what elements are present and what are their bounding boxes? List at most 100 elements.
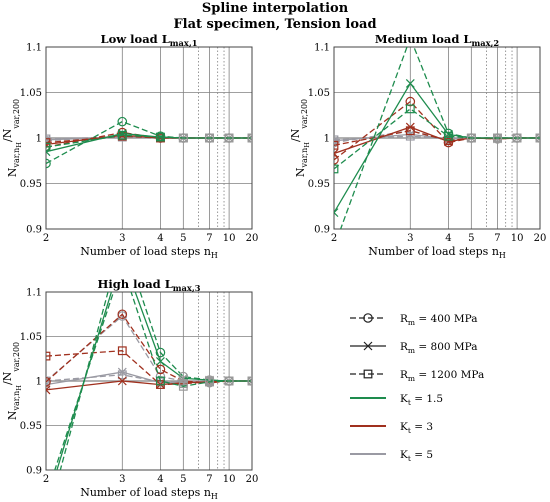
x-tick-label: 7 <box>206 233 212 244</box>
y-axis-label-part: var,n <box>12 391 21 412</box>
data-point-cross <box>117 376 127 386</box>
data-point-cross <box>178 373 188 383</box>
legend-label-rest: = 1.5 <box>411 393 443 405</box>
panel-title: Medium load Lmax,2 <box>375 32 500 49</box>
data-point-square <box>205 133 214 143</box>
panel-high-load: 2 3 4 5 7 10 20 0.9 0.95 1 1.05 1.1 High load Lmax,3… <box>1 277 258 501</box>
data-point-square <box>117 130 127 140</box>
data-point-circle <box>46 158 51 169</box>
x-tick-label: 2 <box>43 474 49 485</box>
data-point-square <box>178 381 188 391</box>
series-line-Kt-3-rm400 <box>46 313 252 384</box>
legend-label-sub: t <box>408 426 411 435</box>
data-point-square <box>444 131 453 141</box>
y-tick-label: 1.05 <box>308 88 330 99</box>
data-point-square <box>156 376 165 386</box>
legend-label-rest: = 800 MPa <box>415 341 477 353</box>
legend-label-sub: m <box>408 374 415 383</box>
series-group <box>46 292 252 470</box>
x-tick-label: 3 <box>407 233 413 244</box>
y-axis-label-part: /N <box>1 371 14 385</box>
legend-label-kt: Kt = 1.5 <box>400 393 443 407</box>
data-point-cross <box>535 133 540 143</box>
x-axis-label: Number of load steps nH <box>80 245 218 260</box>
panel-title-main: Medium load L <box>375 32 472 46</box>
x-tick-label: 2 <box>331 233 337 244</box>
y-tick-label: 0.9 <box>26 225 42 236</box>
x-tick-label: 10 <box>511 233 524 244</box>
data-point-square <box>46 138 51 147</box>
data-point-cross <box>405 78 415 88</box>
y-axis-label: Nvar,nH/Nvar,200 <box>1 342 23 420</box>
data-point-square <box>178 133 188 143</box>
legend-label-sub: m <box>408 318 415 327</box>
data-point-cross <box>46 385 51 395</box>
y-axis-label: Nvar,nH/Nvar,200 <box>289 99 311 177</box>
legend-label-rest: = 400 MPa <box>415 313 477 325</box>
data-point-cross <box>247 133 252 143</box>
y-axis-label-part: var,200 <box>12 99 21 130</box>
data-point-square <box>247 376 252 386</box>
y-axis-label: Nvar,nH/Nvar,200 <box>1 99 23 177</box>
data-point-cross <box>46 147 51 157</box>
data-point-square <box>334 140 339 150</box>
data-point-square <box>117 370 127 380</box>
y-tick-label: 1.1 <box>314 43 330 54</box>
data-point-square <box>224 133 234 143</box>
x-axis-label-main: Number of load steps n <box>368 245 499 258</box>
y-axis-label-part: /N <box>289 128 302 142</box>
legend-label-main: R <box>400 313 409 325</box>
y-tick-label: 0.95 <box>20 421 42 432</box>
data-point-cross <box>334 208 339 218</box>
x-tick-label: 5 <box>180 474 186 485</box>
data-point-circle <box>46 377 51 387</box>
data-point-square <box>444 136 453 146</box>
y-tick-label: 0.9 <box>314 225 330 236</box>
y-axis-label-part: N <box>6 167 19 177</box>
y-tick-label: 0.9 <box>26 466 42 477</box>
series-line-Kt-3-rm400 <box>334 100 540 161</box>
x-tick-label: 3 <box>119 233 125 244</box>
legend-marker-square <box>363 369 373 379</box>
data-point-square <box>205 377 214 387</box>
x-axis-label-main: Number of load steps n <box>80 245 211 258</box>
legend-label-sub: t <box>408 454 411 463</box>
y-tick-label: 0.95 <box>20 179 42 190</box>
x-axis-label: Number of load steps nH <box>80 486 218 501</box>
legend-label-kt: Kt = 5 <box>400 449 433 463</box>
legend-label-cross: Rm = 800 MPa <box>400 341 478 355</box>
legend-label-main: K <box>400 421 408 433</box>
panel-title: High load Lmax,3 <box>98 277 201 294</box>
x-tick-label: 10 <box>223 474 236 485</box>
data-point-circle <box>155 347 166 358</box>
figure-title-line2: Flat specimen, Tension load <box>173 17 376 32</box>
y-tick-label: 1 <box>324 134 330 145</box>
legend-label-main: R <box>400 369 409 381</box>
panel-medium-load: 2 3 4 5 7 10 20 0.9 0.95 1 1.05 1.1 Medium load Lmax… <box>289 32 546 260</box>
series-line-Kt-1_5-rm1200 <box>334 108 540 170</box>
x-axis-label-main: Number of load steps n <box>80 486 211 499</box>
x-axis-label: Number of load steps nH <box>368 245 506 260</box>
data-point-circle <box>334 155 339 165</box>
panel-title-main: Low load L <box>101 32 170 46</box>
data-point-square <box>156 132 165 142</box>
y-tick-label: 1 <box>36 377 42 388</box>
data-point-square <box>405 104 415 114</box>
y-tick-label: 1.1 <box>26 43 42 54</box>
data-point-square <box>405 131 415 141</box>
y-tick-label: 1 <box>36 134 42 145</box>
y-tick-label: 1.05 <box>20 88 42 99</box>
legend-label-rest: = 5 <box>411 449 433 461</box>
x-axis-label-sub: H <box>211 251 218 260</box>
data-point-circle <box>117 309 128 320</box>
x-tick-label: 5 <box>180 233 186 244</box>
y-tick-label: 0.95 <box>308 179 330 190</box>
data-point-square <box>334 164 339 174</box>
y-tick-label: 1.1 <box>26 288 42 299</box>
data-point-square <box>334 135 339 145</box>
y-axis-label-part: /N <box>1 128 14 142</box>
data-point-circle <box>117 116 128 127</box>
data-point-cross <box>156 356 165 366</box>
legend-label-main: K <box>400 393 408 405</box>
legend-label-circle: Rm = 400 MPa <box>400 313 478 327</box>
